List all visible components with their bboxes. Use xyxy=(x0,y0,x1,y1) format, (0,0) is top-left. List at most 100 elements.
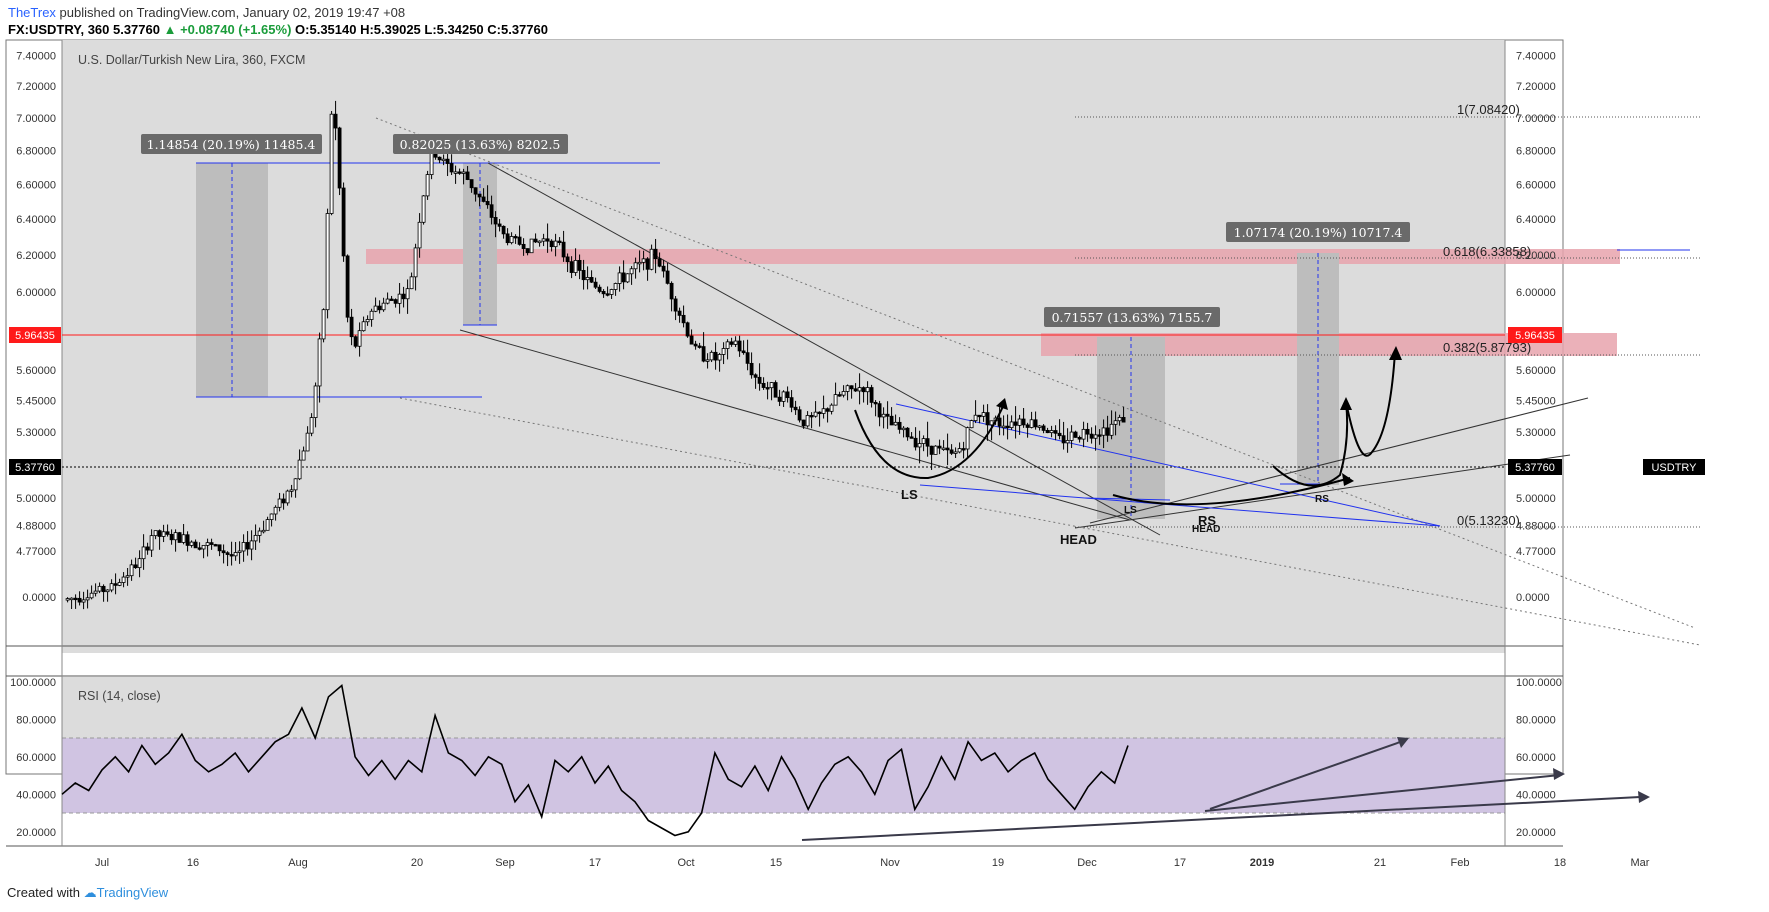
candle-body xyxy=(89,592,94,599)
candle-body xyxy=(189,541,194,546)
y-tick-left: 5.45000 xyxy=(16,396,56,408)
candle-body xyxy=(1069,431,1074,441)
candle-body xyxy=(821,408,826,414)
rsi-tick-right: 40.0000 xyxy=(1516,789,1556,801)
candle-body xyxy=(125,575,130,578)
candle-body xyxy=(713,351,718,361)
candle-body xyxy=(449,163,454,173)
dotted-channel-top xyxy=(375,117,1696,629)
trendline-rising-1 xyxy=(1074,454,1571,529)
candle-body xyxy=(705,359,710,362)
candle-body xyxy=(533,238,538,243)
candle-body xyxy=(257,530,262,536)
x-tick: 17 xyxy=(589,857,601,869)
label-head-main: HEAD xyxy=(1060,532,1097,547)
x-tick: Aug xyxy=(288,857,308,869)
y-tick-left: 7.00000 xyxy=(16,113,56,125)
candle-body xyxy=(217,544,222,552)
candle-body xyxy=(397,293,402,304)
y-tick-left: 5.00000 xyxy=(16,493,56,505)
candle-body xyxy=(629,268,634,275)
candle-body xyxy=(457,171,462,174)
candle-body xyxy=(717,354,722,361)
candle-body xyxy=(1121,417,1126,423)
svg-text:5.96435: 5.96435 xyxy=(15,330,55,342)
candle-body xyxy=(857,387,862,392)
candle-body xyxy=(441,158,446,162)
candle-body xyxy=(573,260,578,273)
candle-body xyxy=(725,341,730,349)
candle-body xyxy=(109,583,114,591)
candle-body xyxy=(677,310,682,316)
measure-label-4-text: 1.07174 (20.19%) 10717.4 xyxy=(1234,225,1403,240)
candle-body xyxy=(733,340,738,345)
candle-body xyxy=(69,597,74,601)
rsi-tick-left: 100.0000 xyxy=(10,677,56,689)
price-candles xyxy=(65,100,1126,610)
candle-body xyxy=(1081,428,1086,440)
candle-body xyxy=(1037,425,1042,428)
candle-body xyxy=(581,270,586,281)
candle-body xyxy=(1109,423,1114,436)
y-tick-left: 5.30000 xyxy=(16,427,56,439)
rsi-tick-left: 20.0000 xyxy=(16,827,56,839)
candle-body xyxy=(789,397,794,408)
arrowhead-1 xyxy=(996,398,1008,410)
candle-body xyxy=(121,576,126,583)
candle-body xyxy=(1017,418,1022,426)
tradingview-link[interactable]: TradingView xyxy=(96,885,169,900)
candle-body xyxy=(893,421,898,426)
candle-body xyxy=(561,241,566,258)
svg-text:5.37760: 5.37760 xyxy=(1515,462,1555,474)
candle-body xyxy=(989,420,994,426)
measure-label-1: 1.14854 (20.19%) 11485.4 xyxy=(141,134,322,154)
candle-body xyxy=(505,233,510,244)
ohlc-values: O:5.35140 H:5.39025 L:5.34250 C:5.37760 xyxy=(295,22,548,37)
rsi-trend-mid xyxy=(1204,774,1561,812)
svg-text:5.37760: 5.37760 xyxy=(15,462,55,474)
x-tick: 18 xyxy=(1554,857,1566,869)
y-tick-left: 6.80000 xyxy=(16,146,56,158)
candle-body xyxy=(137,558,142,569)
candle-body xyxy=(325,213,330,311)
rsi-tick-right: 60.0000 xyxy=(1516,752,1556,764)
candle-body xyxy=(181,534,186,543)
y-tick-left: 6.20000 xyxy=(16,250,56,262)
candle-body xyxy=(153,530,158,537)
candle-body xyxy=(393,299,398,304)
candle-body xyxy=(925,438,930,447)
author-name[interactable]: TheTrex xyxy=(8,5,56,20)
candle-body xyxy=(909,436,914,439)
y-tick-left: 7.40000 xyxy=(16,50,56,62)
candle-body xyxy=(1117,417,1122,422)
candle-body xyxy=(289,489,294,492)
x-tick: Oct xyxy=(677,857,694,869)
candle-body xyxy=(549,240,554,248)
candle-body xyxy=(657,258,662,267)
candle-body xyxy=(1033,419,1038,428)
y-tick-left: 0.0000 xyxy=(22,592,56,604)
candle-body xyxy=(877,403,882,418)
tradingview-logo-icon[interactable]: ☁ xyxy=(83,885,97,900)
candle-body xyxy=(373,305,378,312)
rsi-tick-right: 20.0000 xyxy=(1516,827,1556,839)
x-tick: 21 xyxy=(1374,857,1386,869)
candle-body xyxy=(1041,425,1046,431)
rsi-title: RSI (14, close) xyxy=(78,689,161,703)
candle-body xyxy=(541,238,546,242)
candle-body xyxy=(985,412,990,426)
ls-curve-arrow xyxy=(854,401,1006,480)
candle-body xyxy=(693,343,698,347)
candle-body xyxy=(377,305,382,311)
candle-body xyxy=(545,238,550,242)
candle-body xyxy=(149,535,154,551)
measure-label-2: 0.82025 (13.63%) 8202.5 xyxy=(393,134,568,154)
y-tick-right: 6.60000 xyxy=(1516,179,1556,191)
rsi-tick-right: 100.0000 xyxy=(1516,677,1562,689)
rsi-axis-right: 100.0000 80.0000 60.0000 40.0000 20.0000 xyxy=(1516,677,1562,839)
y-tick-left: 4.88000 xyxy=(16,520,56,532)
candle-body xyxy=(1085,428,1090,435)
y-tick-right: 6.40000 xyxy=(1516,214,1556,226)
candle-body xyxy=(869,387,874,403)
candle-body xyxy=(941,447,946,450)
